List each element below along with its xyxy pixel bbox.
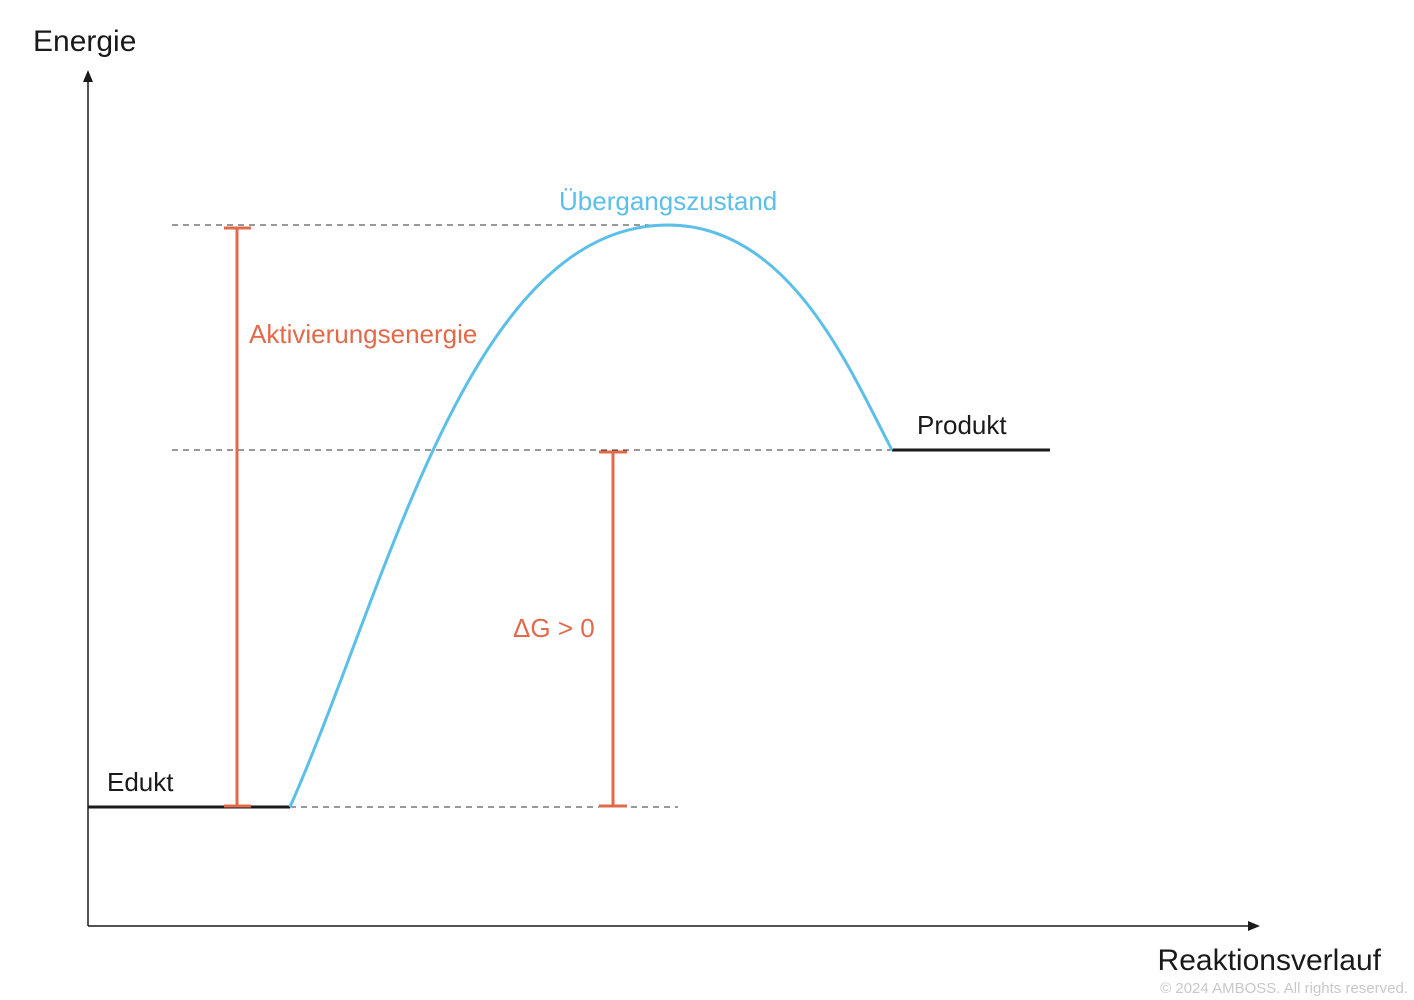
activation-energy-label: Aktivierungsenergie: [249, 319, 477, 349]
copyright-notice: © 2024 AMBOSS. All rights reserved.: [1160, 980, 1408, 997]
x-axis-label: Reaktionsverlauf: [1158, 944, 1382, 977]
reactant-label: Edukt: [107, 767, 174, 797]
delta-g-label: ΔG > 0: [513, 613, 595, 643]
transition-state-label: Übergangszustand: [559, 186, 777, 216]
product-label: Produkt: [917, 410, 1007, 440]
reaction-curve: [288, 223, 894, 808]
activation-energy-bracket: [224, 226, 251, 808]
delta-g-bracket: [599, 450, 627, 808]
y-axis-label: Energie: [33, 25, 136, 58]
